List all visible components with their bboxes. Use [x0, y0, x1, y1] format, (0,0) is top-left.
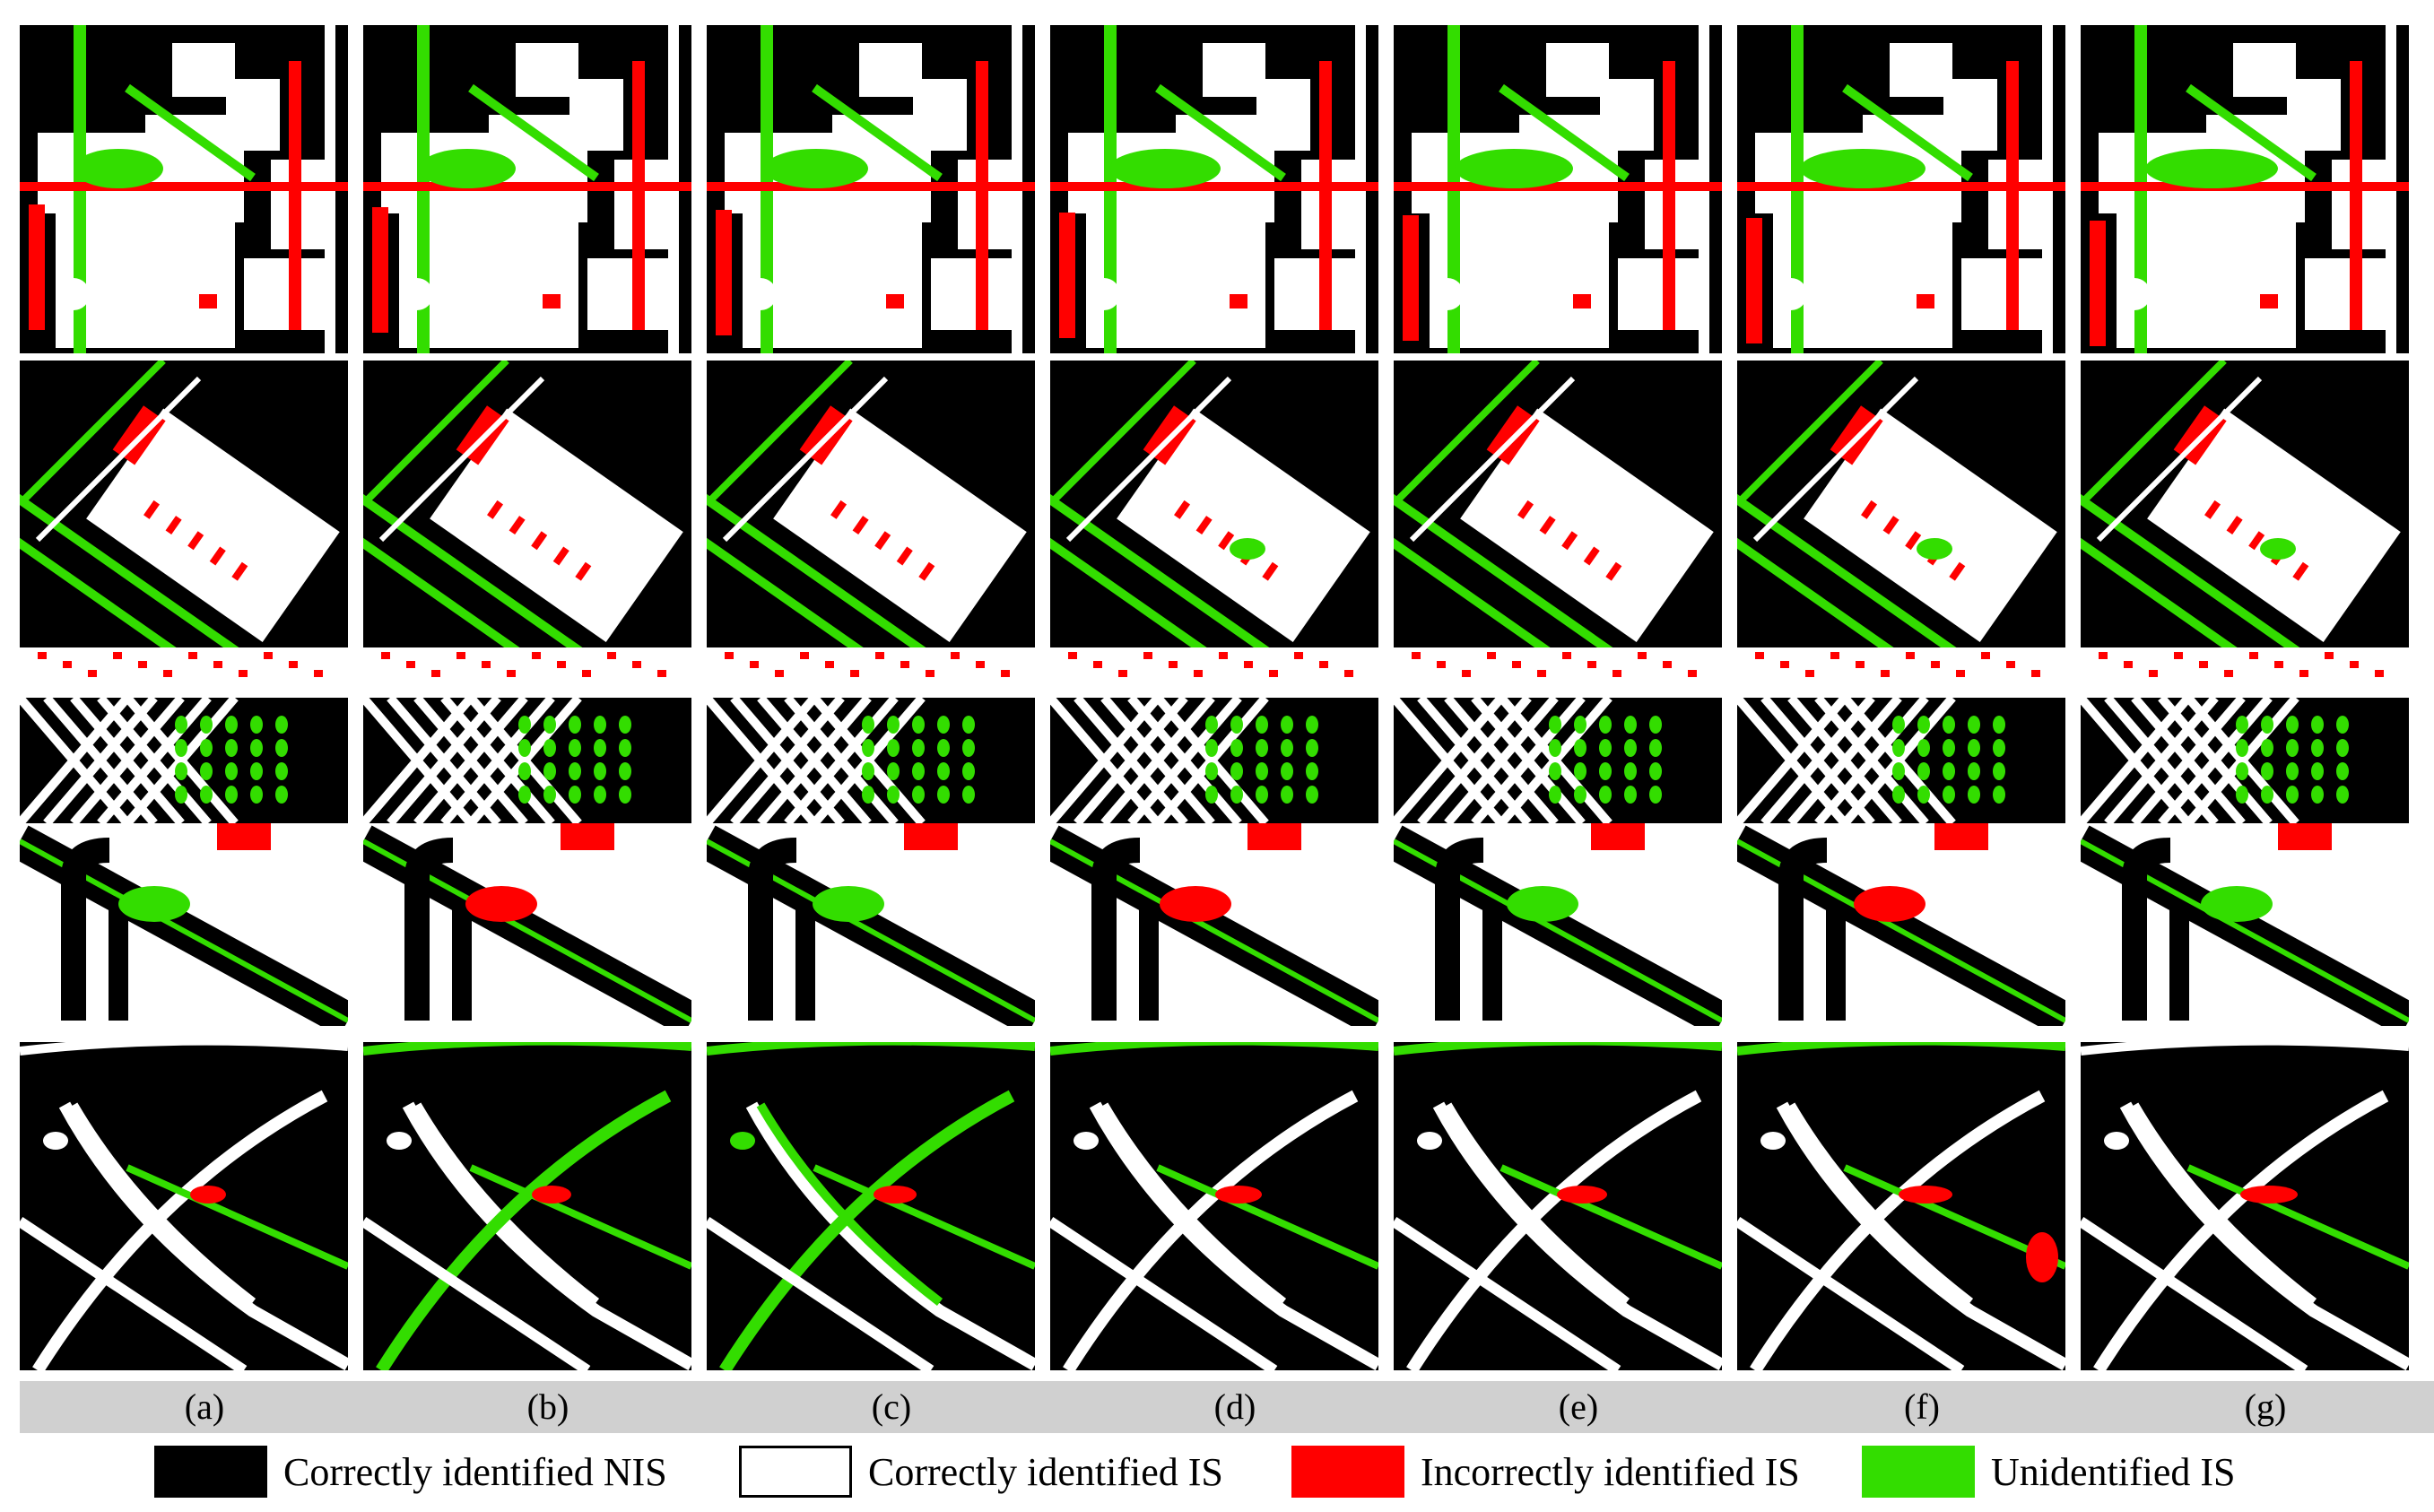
map-panel-residential-g: [2081, 698, 2409, 1026]
map-panel-residential-f: [1737, 698, 2065, 1026]
legend-item-incorrect: Incorrectly identified IS: [1291, 1442, 1800, 1501]
map-panel-campus-g: [2081, 25, 2409, 353]
map-panel-residential-e: [1394, 698, 1722, 1026]
classification-map: [1394, 25, 1722, 353]
classification-map: [20, 25, 348, 353]
map-panel-building-a: [20, 361, 348, 689]
map-panel-building-g: [2081, 361, 2409, 689]
classification-map: [707, 698, 1035, 1026]
map-panel-residential-d: [1050, 698, 1378, 1026]
column-label-e: (e): [1558, 1386, 1599, 1427]
classification-map: [1050, 698, 1378, 1026]
legend: Correctly identified NIS Correctly ident…: [0, 1433, 2434, 1512]
classification-map: [20, 361, 348, 689]
map-panel-building-d: [1050, 361, 1378, 689]
result-maps-grid: [20, 25, 2409, 1370]
column-label-f: (f): [1904, 1386, 1940, 1427]
legend-swatch-nis: [154, 1446, 267, 1498]
map-panel-roads-b: [363, 1042, 691, 1370]
classification-map: [1050, 361, 1378, 689]
classification-map: [1050, 1042, 1378, 1370]
classification-map: [707, 361, 1035, 689]
legend-label-nis: Correctly identified NIS: [283, 1449, 667, 1494]
column-label-a: (a): [184, 1386, 225, 1427]
column-label-b: (b): [526, 1386, 569, 1427]
classification-map: [363, 698, 691, 1026]
classification-map: [363, 361, 691, 689]
classification-map: [2081, 361, 2409, 689]
classification-map: [1050, 25, 1378, 353]
classification-map: [2081, 698, 2409, 1026]
classification-map: [20, 698, 348, 1026]
legend-swatch-incorrect: [1291, 1446, 1404, 1498]
map-panel-residential-c: [707, 698, 1035, 1026]
map-panel-roads-f: [1737, 1042, 2065, 1370]
classification-map: [1737, 1042, 2065, 1370]
map-panel-campus-e: [1394, 25, 1722, 353]
classification-map: [363, 1042, 691, 1370]
map-panel-residential-a: [20, 698, 348, 1026]
map-panel-campus-d: [1050, 25, 1378, 353]
classification-map: [1394, 361, 1722, 689]
legend-label-unidentified: Unidentified IS: [1991, 1449, 2236, 1494]
map-panel-campus-c: [707, 25, 1035, 353]
legend-label-is: Correctly identified IS: [868, 1449, 1223, 1494]
legend-swatch-is: [739, 1446, 852, 1498]
classification-map: [20, 1042, 348, 1370]
legend-item-unidentified: Unidentified IS: [1862, 1442, 2236, 1501]
legend-item-is: Correctly identified IS: [739, 1442, 1223, 1501]
map-panel-campus-f: [1737, 25, 2065, 353]
map-panel-building-b: [363, 361, 691, 689]
classification-map: [707, 25, 1035, 353]
classification-map: [1737, 361, 2065, 689]
classification-map: [1394, 698, 1722, 1026]
map-panel-roads-a: [20, 1042, 348, 1370]
classification-map: [1737, 25, 2065, 353]
classification-map: [707, 1042, 1035, 1370]
column-label-bar: (a) (b) (c) (d) (e) (f) (g): [20, 1381, 2434, 1433]
map-panel-roads-e: [1394, 1042, 1722, 1370]
map-panel-roads-g: [2081, 1042, 2409, 1370]
map-panel-campus-a: [20, 25, 348, 353]
map-panel-campus-b: [363, 25, 691, 353]
map-panel-residential-b: [363, 698, 691, 1026]
column-label-g: (g): [2244, 1386, 2287, 1427]
classification-map: [1394, 1042, 1722, 1370]
map-panel-building-c: [707, 361, 1035, 689]
legend-swatch-unidentified: [1862, 1446, 1975, 1498]
classification-map: [1737, 698, 2065, 1026]
map-panel-roads-c: [707, 1042, 1035, 1370]
map-panel-roads-d: [1050, 1042, 1378, 1370]
legend-item-nis: Correctly identified NIS: [154, 1442, 667, 1501]
column-label-d: (d): [1213, 1386, 1256, 1427]
legend-label-incorrect: Incorrectly identified IS: [1421, 1449, 1800, 1494]
classification-map: [363, 25, 691, 353]
map-panel-building-f: [1737, 361, 2065, 689]
classification-map: [2081, 1042, 2409, 1370]
column-label-c: (c): [871, 1386, 912, 1427]
classification-map: [2081, 25, 2409, 353]
map-panel-building-e: [1394, 361, 1722, 689]
